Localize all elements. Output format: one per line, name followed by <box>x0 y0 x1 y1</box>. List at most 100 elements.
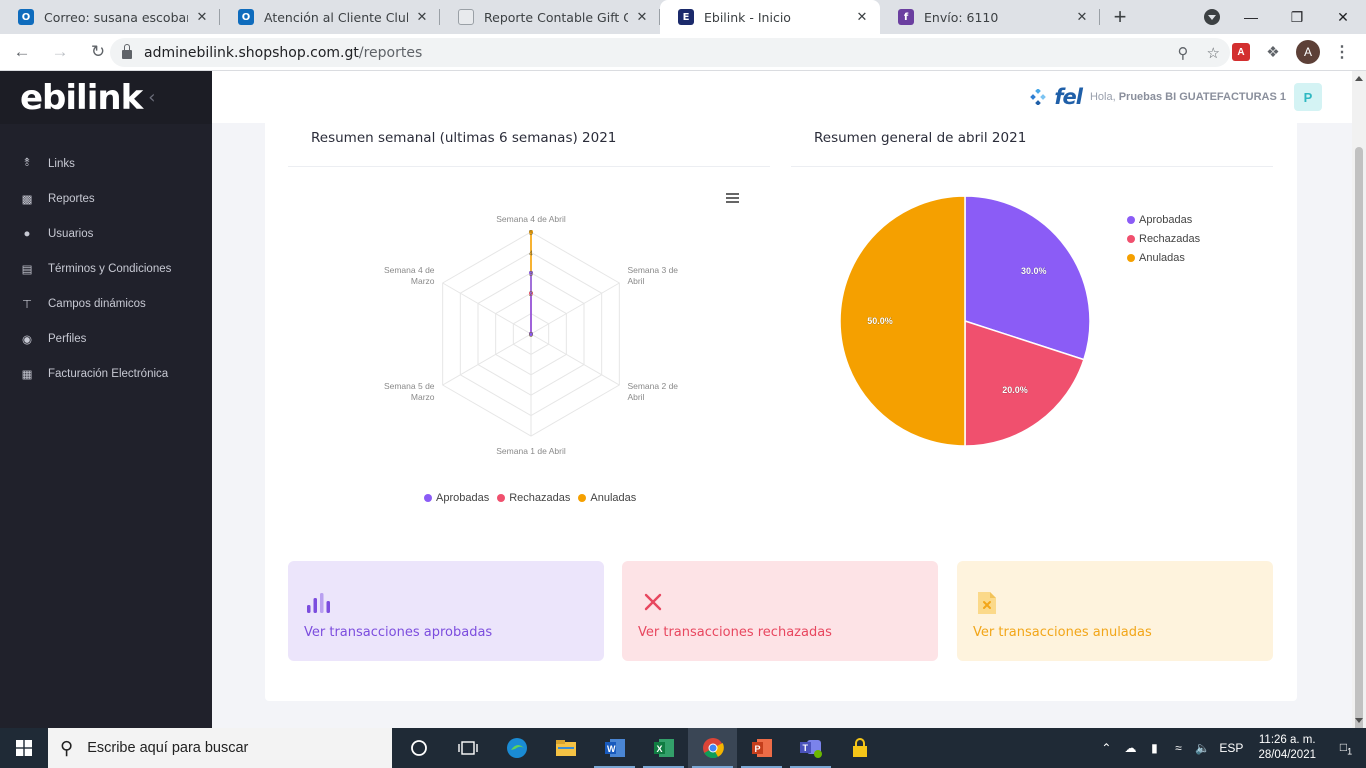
close-tab-icon[interactable]: ✕ <box>416 9 428 25</box>
bookmark-star-icon[interactable]: ☆ <box>1206 43 1220 62</box>
tab-favicon-icon: E <box>678 9 694 25</box>
sidebar-item[interactable]: ⊤ Campos dinámicos <box>0 286 212 321</box>
invoice-icon: ▦ <box>21 368 33 381</box>
cancelled-transactions-tile[interactable]: Ver transacciones anuladas <box>957 561 1273 661</box>
sidebar-item[interactable]: ⥉ Links <box>0 146 212 181</box>
tab-favicon-icon: O <box>238 9 254 25</box>
edge-icon[interactable] <box>492 728 541 768</box>
apps-grid-icon[interactable] <box>1030 89 1047 105</box>
sidebar-item-label: Facturación Electrónica <box>48 367 169 380</box>
profile-avatar[interactable]: A <box>1296 40 1320 64</box>
pie-legend-item[interactable]: Anuladas <box>1127 248 1200 267</box>
browser-tab[interactable]: f Envío: 6110 ✕ <box>880 0 1100 34</box>
sidebar-item[interactable]: ▤ Términos y Condiciones <box>0 251 212 286</box>
radar-tick-label: 5 <box>529 230 533 237</box>
vpn-lock-icon[interactable] <box>835 728 884 768</box>
onedrive-icon[interactable]: ☁ <box>1124 741 1137 755</box>
sidebar-item-label: Campos dinámicos <box>48 297 146 310</box>
sidebar-item[interactable]: ● Usuarios <box>0 216 212 251</box>
pie-legend-item[interactable]: Rechazadas <box>1127 229 1200 248</box>
user-avatar[interactable]: P <box>1294 83 1322 111</box>
volume-icon[interactable]: 🔈 <box>1194 741 1210 755</box>
back-button[interactable]: ← <box>13 42 31 61</box>
excel-icon[interactable]: X <box>639 728 688 768</box>
wifi-icon[interactable]: ≈ <box>1175 741 1182 755</box>
close-tab-icon[interactable]: ✕ <box>1076 9 1088 25</box>
lock-icon <box>122 44 132 59</box>
browser-tab[interactable]: O Correo: susana escobar - Out ✕ <box>0 0 220 34</box>
tab-search-icon[interactable] <box>1204 9 1220 25</box>
taskbar-clock[interactable]: 11:26 a. m. 28/04/2021 <box>1258 733 1316 763</box>
radar-legend-item[interactable]: Rechazadas <box>497 492 570 504</box>
legend-label: Anuladas <box>590 492 637 504</box>
legend-swatch <box>1127 253 1135 262</box>
task-view-icon[interactable] <box>443 728 492 768</box>
close-tab-icon[interactable]: ✕ <box>636 9 648 25</box>
word-icon[interactable]: W <box>590 728 639 768</box>
document-icon: ▤ <box>21 263 33 276</box>
cancelled-file-icon <box>978 592 996 614</box>
new-tab-button[interactable]: + <box>1113 4 1127 29</box>
page-scrollbar[interactable] <box>1352 71 1366 759</box>
cortana-icon[interactable] <box>394 728 443 768</box>
minimize-button[interactable]: — <box>1244 9 1258 25</box>
brand-logo[interactable]: ebilink ‹ <box>0 71 212 124</box>
taskbar-search-box[interactable]: ⚲ Escribe aquí para buscar <box>48 728 392 768</box>
pie-legend-item[interactable]: Aprobadas <box>1127 210 1200 229</box>
notifications-icon[interactable]: □1 <box>1339 739 1353 757</box>
file-explorer-icon[interactable] <box>541 728 590 768</box>
weekly-radar-chart: Semana 4 de Abril Semana 3 de Abril Semana … <box>384 214 678 456</box>
language-indicator[interactable]: ESP <box>1219 741 1244 755</box>
show-hidden-icons[interactable]: ⌃ <box>1101 741 1112 755</box>
sidebar-item[interactable]: ◉ Perfiles <box>0 321 212 356</box>
pie-data-label: 30.0% <box>1021 266 1047 276</box>
legend-swatch <box>424 494 432 502</box>
weekly-divider <box>288 166 770 167</box>
sidebar-item-label: Reportes <box>48 192 95 205</box>
radar-legend-item[interactable]: Anuladas <box>578 492 636 504</box>
browser-tab[interactable]: O Atención al Cliente Club de C ✕ <box>220 0 440 34</box>
scroll-down-arrow[interactable] <box>1355 718 1363 723</box>
address-bar[interactable]: adminebilink.shopshop.com.gt/reportes ⚲ … <box>110 38 1230 67</box>
battery-icon[interactable]: ▮ <box>1151 741 1158 755</box>
greeting: Hola, Pruebas BI GUATEFACTURAS 1 <box>1090 91 1286 103</box>
sidebar-item[interactable]: ▩ Reportes <box>0 181 212 216</box>
tab-title: Reporte Contable Gift Cards - <box>484 9 628 25</box>
close-tab-icon[interactable]: ✕ <box>856 9 868 25</box>
acrobat-extension-icon[interactable]: A <box>1232 43 1250 61</box>
browser-tab[interactable]: E Ebilink - Inicio ✕ <box>660 0 880 34</box>
extensions-icon[interactable]: ❖ <box>1266 44 1280 61</box>
close-window-button[interactable]: ✕ <box>1337 8 1349 25</box>
reload-button[interactable]: ↻ <box>90 42 106 61</box>
browser-tab[interactable]: Reporte Contable Gift Cards - ✕ <box>440 0 660 34</box>
tab-favicon-icon <box>458 9 474 25</box>
tab-title: Ebilink - Inicio <box>704 9 791 25</box>
maximize-button[interactable]: ❐ <box>1290 8 1304 25</box>
scroll-up-arrow[interactable] <box>1355 76 1363 81</box>
chrome-icon[interactable] <box>688 728 737 768</box>
close-tab-icon[interactable]: ✕ <box>196 9 208 25</box>
sidebar-item[interactable]: ▦ Facturación Electrónica <box>0 356 212 391</box>
rejected-transactions-tile[interactable]: Ver transacciones rechazadas <box>622 561 938 661</box>
powerpoint-icon[interactable]: P <box>737 728 786 768</box>
browser-tab-strip: O Correo: susana escobar - Out ✕ O Atención … <box>0 0 1366 34</box>
radar-spoke <box>530 333 620 386</box>
legend-label: Aprobadas <box>1139 213 1193 226</box>
forward-button[interactable]: → <box>51 42 69 61</box>
collapse-sidebar-icon[interactable]: ‹ <box>148 87 155 108</box>
scroll-thumb[interactable] <box>1355 147 1363 759</box>
chart-menu-icon[interactable] <box>726 193 739 203</box>
approved-transactions-tile[interactable]: Ver transacciones aprobadas <box>288 561 604 661</box>
browser-menu-icon[interactable]: ⋮ <box>1334 44 1350 61</box>
zoom-icon[interactable]: ⚲ <box>1177 43 1189 62</box>
svg-text:X: X <box>656 744 662 754</box>
radar-legend-item[interactable]: Aprobadas <box>424 492 489 504</box>
radar-tick-label: 0 <box>529 332 533 339</box>
teams-icon[interactable]: T <box>786 728 835 768</box>
legend-swatch <box>497 494 506 502</box>
address-domain: adminebilink.shopshop.com.gt <box>144 44 359 61</box>
clock-date: 28/04/2021 <box>1258 749 1316 761</box>
windows-start-icon[interactable] <box>0 728 48 768</box>
notification-count: 1 <box>1347 746 1353 757</box>
weekly-summary-title: Resumen semanal (ultimas 6 semanas) 2021 <box>311 130 617 146</box>
